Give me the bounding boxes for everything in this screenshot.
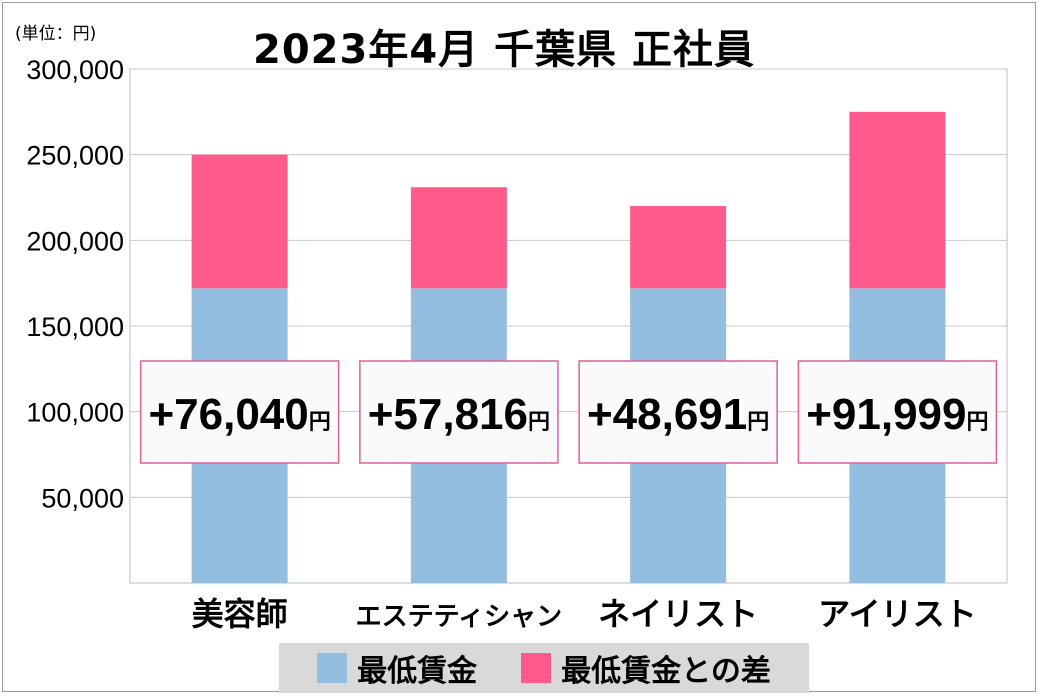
legend-swatch-minimum-wage xyxy=(317,653,348,683)
x-category-label: エステティシャン xyxy=(356,602,562,632)
unit-label: (単位：円) xyxy=(15,24,97,44)
difference-unit: 円 xyxy=(747,409,769,434)
difference-box xyxy=(359,360,559,464)
difference-label: +76,040円 xyxy=(148,390,330,439)
chart-title: 2023年4月 千葉県 正社員 xyxy=(253,27,756,73)
difference-box xyxy=(578,360,778,464)
legend-item-minimum-wage: 最低賃金 xyxy=(317,646,477,690)
difference-unit: 円 xyxy=(967,409,989,434)
x-category-label: アイリスト xyxy=(818,595,976,633)
difference-label: +91,999円 xyxy=(806,390,988,439)
bar-chart: 50,000 100,000 150,000 200,000 250,000 300,00… xyxy=(26,55,1008,633)
difference-value: +76,040 xyxy=(148,390,308,439)
x-category-label: ネイリスト xyxy=(598,595,758,633)
y-tick-label: 50,000 xyxy=(41,483,124,513)
bar-difference xyxy=(630,206,727,289)
difference-box xyxy=(139,360,340,464)
x-category-label: 美容師 xyxy=(192,595,288,633)
difference-label: +48,691円 xyxy=(587,390,769,439)
difference-box xyxy=(797,360,998,464)
difference-value: +91,999 xyxy=(806,390,966,439)
bar-difference xyxy=(410,187,507,289)
legend: 最低賃金 最低賃金との差 xyxy=(279,643,809,693)
bar-difference xyxy=(849,111,946,289)
difference-value: +48,691 xyxy=(587,390,747,439)
y-tick-label: 250,000 xyxy=(26,141,124,171)
y-tick-label: 150,000 xyxy=(26,312,124,342)
y-tick-label: 100,000 xyxy=(26,398,124,428)
y-tick-label: 300,000 xyxy=(26,55,124,85)
legend-item-difference: 最低賃金との差 xyxy=(521,646,771,690)
difference-unit: 円 xyxy=(309,409,331,434)
difference-value: +57,816 xyxy=(368,390,528,439)
legend-swatch-difference xyxy=(521,653,552,683)
y-tick-label: 200,000 xyxy=(26,226,124,256)
legend-label-minimum-wage: 最低賃金 xyxy=(357,654,478,689)
difference-unit: 円 xyxy=(528,409,550,434)
difference-label: +57,816円 xyxy=(368,390,550,439)
legend-label-difference: 最低賃金との差 xyxy=(561,654,771,689)
bar-difference xyxy=(191,154,288,289)
